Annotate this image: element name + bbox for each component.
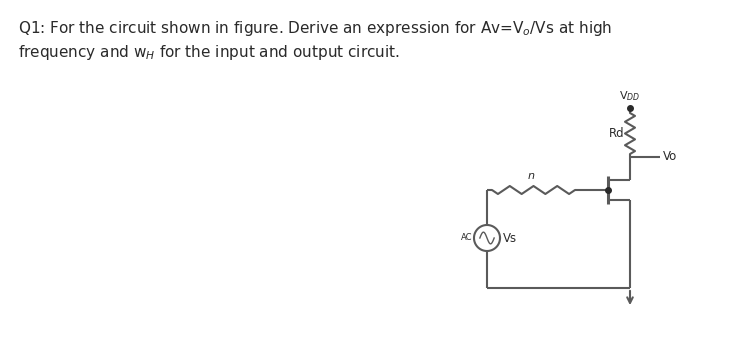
Text: AC: AC [460, 234, 472, 243]
Text: Vs: Vs [503, 232, 518, 245]
Text: Vo: Vo [663, 151, 677, 163]
Text: frequency and w$_H$ for the input and output circuit.: frequency and w$_H$ for the input and ou… [18, 42, 400, 61]
Text: V$_{DD}$: V$_{DD}$ [620, 89, 640, 103]
Text: n: n [527, 171, 535, 181]
Text: Rd: Rd [609, 127, 625, 140]
Text: Q1: For the circuit shown in figure. Derive an expression for Av=V$_o$/Vs at hig: Q1: For the circuit shown in figure. Der… [18, 19, 612, 37]
